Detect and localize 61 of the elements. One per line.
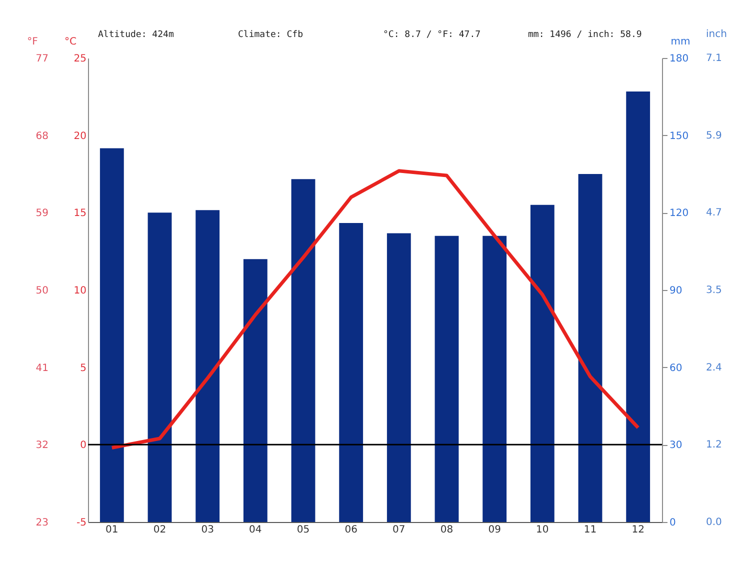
- text: 3.5: [706, 285, 722, 296]
- bar: [148, 212, 172, 522]
- text: inch: [706, 29, 727, 40]
- x-tick-label: 05: [296, 524, 310, 536]
- y2-tick-label: 30: [670, 440, 682, 452]
- y2-tick-label: 60: [670, 362, 682, 374]
- x-tick-label: 07: [392, 524, 406, 536]
- x-tick-label: 09: [488, 524, 501, 536]
- x-tick-label: 10: [536, 524, 549, 536]
- y-tick-label: 10: [74, 286, 86, 296]
- x-tick-label: 08: [440, 524, 454, 536]
- bar: [339, 222, 364, 522]
- x-tick-label: 04: [249, 524, 262, 536]
- bar: [482, 236, 507, 522]
- text: Climate: Cfb: [238, 30, 304, 40]
- bar: [626, 92, 650, 522]
- y2-tick-label: 0: [670, 518, 676, 528]
- bar: [530, 204, 554, 522]
- line-series: [110, 169, 640, 450]
- bar: [434, 236, 459, 522]
- y3-axis-title: °F: [27, 36, 38, 48]
- x-tick-label: 03: [201, 524, 214, 536]
- y3-tick-label: 41: [36, 362, 48, 374]
- bar: [578, 174, 602, 522]
- bar: [196, 210, 220, 522]
- y3-tick-label: 23: [36, 518, 48, 528]
- y3-tick-label: 32: [36, 440, 48, 452]
- text: 0.0: [706, 517, 722, 528]
- bar: [291, 179, 316, 522]
- text: Altitude: 424m: [98, 30, 174, 40]
- bar: [386, 233, 411, 522]
- y2-axis-title: mm: [670, 36, 690, 48]
- x-tick-label: 11: [584, 524, 597, 536]
- y2-tick-label: 150: [670, 130, 689, 142]
- x-tick-label: 06: [344, 524, 358, 536]
- text: 7.1: [706, 53, 722, 64]
- text: 4.7: [706, 208, 722, 219]
- y3-tick-label: 50: [36, 286, 48, 296]
- text: 5.9: [706, 130, 722, 142]
- y-axis-title: °C: [64, 36, 77, 48]
- x-tick-label: 12: [632, 524, 644, 536]
- y-tick-label: 0: [80, 440, 86, 452]
- y3-tick-label: 59: [36, 208, 48, 220]
- x-tick-label: 01: [106, 524, 118, 536]
- text: 1.2: [706, 440, 722, 451]
- y-tick-label: 15: [74, 208, 86, 220]
- y-tick-label: 20: [74, 130, 86, 142]
- bar: [100, 148, 124, 522]
- y3-tick-label: 77: [36, 54, 48, 64]
- text: mm: 1496 / inch: 58.9: [528, 30, 642, 40]
- y-tick-label: 25: [74, 54, 86, 64]
- y-tick-label: 5: [80, 362, 86, 374]
- bar: [243, 259, 268, 522]
- y2-tick-label: 180: [670, 54, 689, 64]
- y-tick-label: -5: [76, 518, 86, 528]
- y2-tick-label: 90: [670, 286, 682, 296]
- y3-tick-label: 68: [36, 130, 48, 142]
- x-tick-label: 02: [153, 524, 166, 536]
- text: 2.4: [706, 362, 722, 374]
- text: °C: 8.7 / °F: 47.7: [383, 30, 481, 40]
- y2-tick-label: 120: [670, 208, 689, 220]
